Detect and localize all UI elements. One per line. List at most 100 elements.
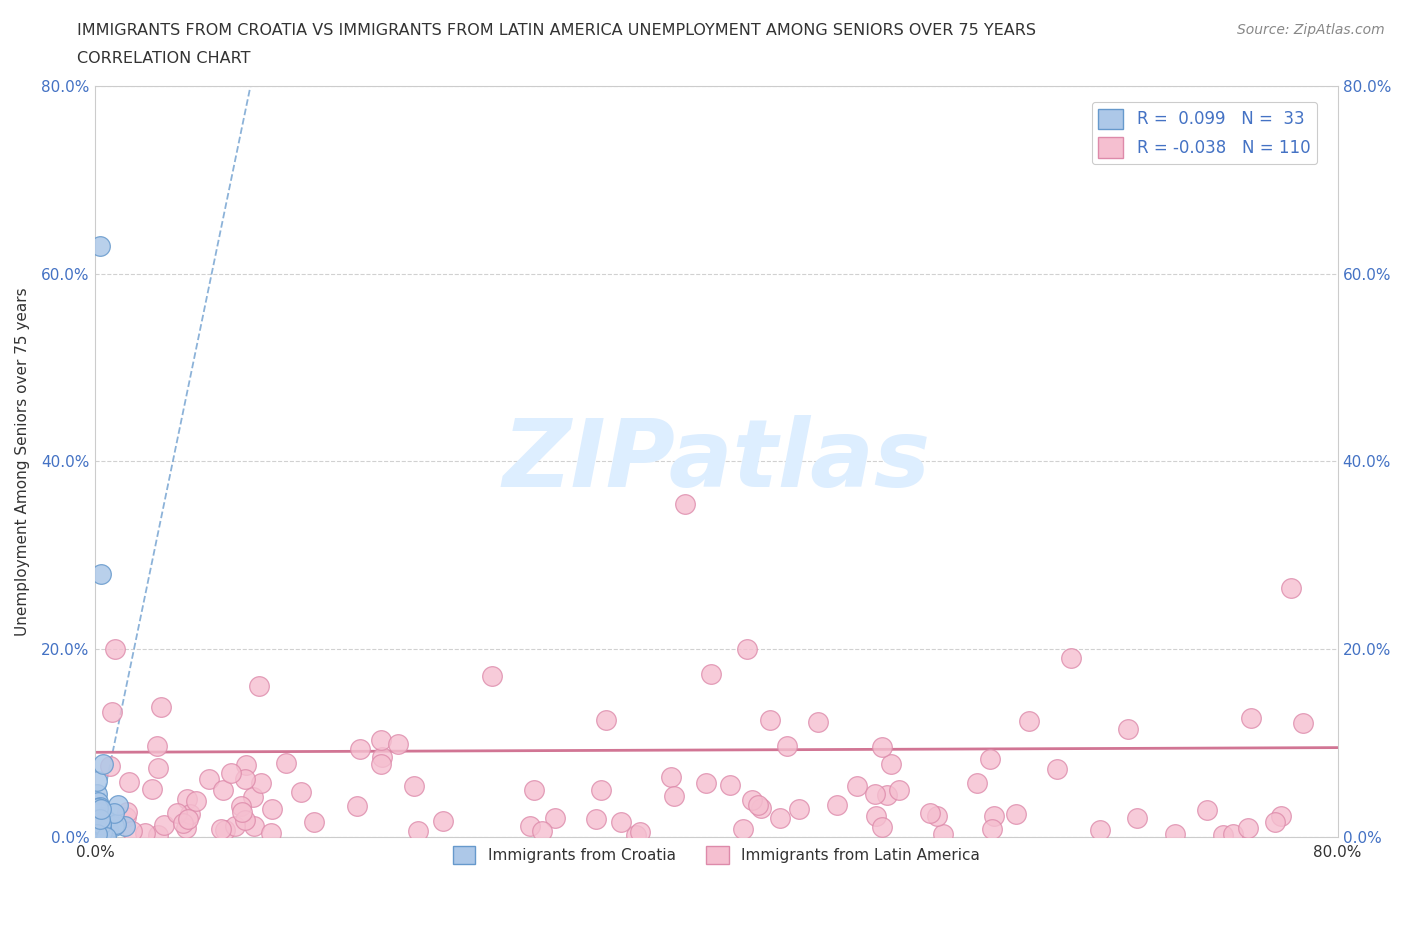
Point — [274, 755, 297, 770]
Point — [86, 817, 108, 831]
Point — [103, 818, 125, 833]
Point — [290, 785, 312, 800]
Point — [807, 714, 830, 729]
Point — [86, 774, 108, 789]
Point — [1088, 823, 1111, 838]
Point — [86, 819, 108, 834]
Point — [610, 815, 633, 830]
Point — [659, 770, 682, 785]
Point — [966, 776, 988, 790]
Point — [93, 809, 115, 824]
Point — [89, 800, 111, 815]
Point — [700, 667, 723, 682]
Point — [925, 808, 948, 823]
Point — [98, 759, 121, 774]
Point — [880, 757, 903, 772]
Point — [1197, 803, 1219, 817]
Point — [231, 804, 253, 819]
Point — [235, 757, 257, 772]
Point — [233, 772, 256, 787]
Point — [209, 821, 232, 836]
Point — [981, 822, 1004, 837]
Point — [87, 804, 110, 819]
Point — [346, 799, 368, 814]
Point — [94, 830, 117, 844]
Point — [673, 497, 696, 512]
Point — [146, 761, 169, 776]
Point — [591, 782, 613, 797]
Point — [101, 705, 124, 720]
Point — [94, 814, 117, 829]
Point — [141, 781, 163, 796]
Point — [219, 765, 242, 780]
Point — [172, 816, 194, 830]
Point — [153, 817, 176, 832]
Point — [718, 777, 741, 792]
Point — [177, 812, 200, 827]
Point — [174, 820, 197, 835]
Point — [90, 818, 112, 833]
Point — [107, 798, 129, 813]
Point — [1118, 722, 1140, 737]
Point — [979, 751, 1001, 766]
Text: IMMIGRANTS FROM CROATIA VS IMMIGRANTS FROM LATIN AMERICA UNEMPLOYMENT AMONG SENI: IMMIGRANTS FROM CROATIA VS IMMIGRANTS FR… — [77, 23, 1036, 38]
Point — [733, 821, 755, 836]
Point — [932, 826, 955, 841]
Point — [865, 809, 887, 824]
Point — [759, 712, 782, 727]
Point — [1240, 711, 1263, 725]
Point — [97, 822, 120, 837]
Point — [87, 801, 110, 816]
Point — [86, 827, 108, 842]
Point — [595, 712, 617, 727]
Point — [870, 739, 893, 754]
Text: CORRELATION CHART: CORRELATION CHART — [77, 51, 250, 66]
Point — [186, 793, 208, 808]
Point — [1292, 716, 1315, 731]
Point — [846, 778, 869, 793]
Point — [90, 802, 112, 817]
Point — [1046, 762, 1069, 777]
Point — [695, 776, 717, 790]
Point — [370, 757, 392, 772]
Point — [406, 824, 429, 839]
Point — [149, 699, 172, 714]
Point — [118, 774, 141, 789]
Point — [91, 825, 114, 840]
Point — [89, 812, 111, 827]
Point — [90, 820, 112, 835]
Point — [1237, 820, 1260, 835]
Point — [523, 783, 546, 798]
Point — [90, 814, 112, 829]
Point — [1264, 815, 1286, 830]
Point — [585, 812, 607, 827]
Point — [519, 818, 541, 833]
Point — [176, 791, 198, 806]
Point — [1018, 713, 1040, 728]
Point — [749, 801, 772, 816]
Point — [387, 737, 409, 751]
Point — [179, 806, 201, 821]
Point — [250, 775, 273, 790]
Point — [134, 826, 156, 841]
Point — [242, 790, 264, 804]
Point — [166, 805, 188, 820]
Point — [145, 738, 167, 753]
Point — [90, 566, 112, 581]
Point — [87, 816, 110, 830]
Point — [243, 819, 266, 834]
Point — [787, 801, 810, 816]
Point — [86, 787, 108, 802]
Point — [747, 798, 769, 813]
Point — [231, 798, 253, 813]
Point — [624, 827, 647, 842]
Point — [86, 812, 108, 827]
Point — [260, 826, 283, 841]
Point — [224, 818, 246, 833]
Point — [983, 809, 1005, 824]
Point — [870, 820, 893, 835]
Point — [432, 814, 454, 829]
Legend: Immigrants from Croatia, Immigrants from Latin America: Immigrants from Croatia, Immigrants from… — [447, 840, 987, 870]
Point — [349, 742, 371, 757]
Point — [402, 778, 425, 793]
